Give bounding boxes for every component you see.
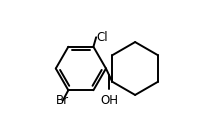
Text: Br: Br [56,94,70,107]
Text: OH: OH [100,94,118,107]
Text: Cl: Cl [96,31,108,44]
